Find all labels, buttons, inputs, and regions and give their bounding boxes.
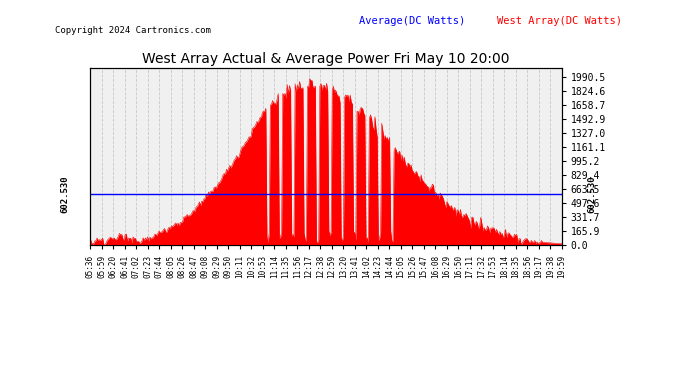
Text: 602.530: 602.530: [588, 176, 597, 213]
Title: West Array Actual & Average Power Fri May 10 20:00: West Array Actual & Average Power Fri Ma…: [142, 53, 510, 66]
Text: Average(DC Watts): Average(DC Watts): [359, 16, 465, 26]
Text: West Array(DC Watts): West Array(DC Watts): [497, 16, 622, 26]
Text: Copyright 2024 Cartronics.com: Copyright 2024 Cartronics.com: [55, 26, 211, 35]
Text: 602.530: 602.530: [60, 176, 69, 213]
